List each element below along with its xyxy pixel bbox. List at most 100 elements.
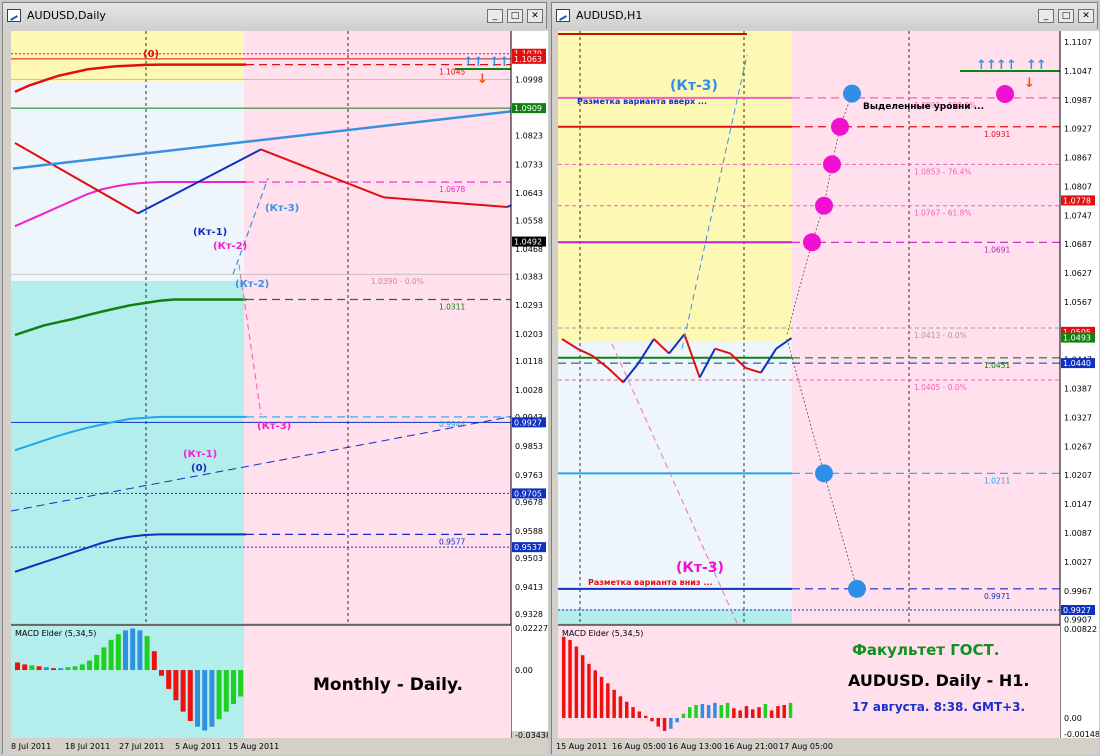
title-bar[interactable]: AUDUSD,H1 _ □ ✕ [552,3,1097,29]
macd-bar [688,707,692,718]
wave-annotation: (Кт-1) [193,227,227,238]
price-segment [653,338,670,355]
y-tick-label: 1.0087 [1064,529,1092,538]
y-tick-label: 1.0028 [515,386,543,395]
trend-line [10,416,512,512]
macd-bar [706,704,711,718]
minimize-button[interactable]: _ [1038,9,1054,23]
down-arrow-icon: ↓ [477,72,488,87]
y-tick-label: 0.9967 [1064,587,1092,596]
close-button[interactable]: ✕ [1078,9,1094,23]
x-tick-label: 8 Jul 2011 [11,742,51,751]
macd-bar [719,704,723,718]
maximize-button[interactable]: □ [507,9,523,23]
macd-bar [173,670,179,701]
macd-bar [675,717,679,723]
macd-bar [231,670,236,705]
macd-bar [587,663,591,718]
y-tick-label: 0.9413 [515,583,543,592]
close-button[interactable]: ✕ [527,9,543,23]
x-tick-label: 18 Jul 2011 [65,742,110,751]
price-tag-label: 0.9537 [514,543,542,552]
y-tick-label: 1.1047 [1064,67,1092,76]
macd-bar [180,670,186,712]
price-tag [512,48,546,59]
wave-annotation: (Кт-3) [257,421,291,432]
level-marker-icon [815,464,833,483]
time-axis-bg [3,738,548,755]
window-title: AUDUSD,Daily [27,9,106,22]
macd-bar [223,670,229,712]
chart-annotation: Разметка варианта вверх ... [577,97,707,106]
x-tick-label: 15 Aug 2011 [556,742,607,751]
price-segment [668,333,686,355]
macd-bar [151,651,157,671]
macd-bar [123,630,128,671]
macd-bar [744,706,749,718]
macd-bar [130,628,136,671]
wave-annotation: (Кт-2) [235,279,269,290]
title-bar[interactable]: AUDUSD,Daily _ □ ✕ [3,3,546,29]
price-tag [1061,358,1095,369]
chart-canvas-daily[interactable]: 1.1045 1.0678 1.0390 - 0.0% 1.0311 0.9944 0.9… [3,3,548,755]
macd-bar [65,667,71,671]
y-tick-label: 1.0823 [515,132,543,141]
y-tick-label: 0.9853 [515,442,543,451]
up-arrow-icon: ↑ [499,55,510,70]
x-tick-label: 16 Aug 05:00 [612,742,666,751]
y-tick-label: 0.9588 [515,527,543,536]
price-tag-label: 0.9705 [514,489,542,498]
minimize-button[interactable]: _ [487,9,503,23]
macd-label: MACD Elder (5,34,5) [15,629,96,638]
level-marker-icon [815,196,833,215]
level-label: 1.0853 - 76.4% [914,167,972,176]
macd-bar [681,713,686,718]
macd-bar [574,646,579,718]
macd-bar [700,703,705,718]
wave-annotation: (Кт-1) [183,449,217,460]
guide-line [12,105,548,170]
x-tick-label: 16 Aug 13:00 [668,742,722,751]
level-label: 1.0678 [439,185,465,194]
macd-bar [94,654,100,671]
y-tick-label: 1.0207 [1064,471,1092,480]
price-tag-label: 1.0778 [1063,196,1091,205]
y-tick-label: 1.0118 [515,357,543,366]
macd-bar [51,668,56,671]
window-title: AUDUSD,H1 [576,9,643,22]
x-tick-label: 5 Aug 2011 [175,742,221,751]
price-segment [760,348,778,374]
macd-bar [58,668,64,671]
chart-window-daily[interactable]: AUDUSD,Daily _ □ ✕ 1.1045 1.0678 1.0390 - … [2,2,548,755]
y-tick-label: 1.0383 [515,272,543,281]
macd-bar [637,711,642,718]
macd-bar [631,707,635,718]
macd-bar [568,640,572,718]
indicator-line-red [14,63,247,93]
level-marker-icon [848,579,866,598]
y-tick-label: 1.0927 [1064,125,1092,134]
chart-canvas-h1[interactable]: 1.0991 - 100.0% 1.0931 1.0853 - 76.4% 1.076… [552,3,1099,755]
y-tick-label: 1.0567 [1064,298,1092,307]
price-tag-label: 0.9927 [514,418,542,427]
y-tick-label: 1.0293 [515,301,543,310]
up-arrow-icon: ↑ [1026,58,1037,73]
price-tag-label: 1.0440 [1063,359,1091,368]
y-tick-label: 1.0558 [515,216,543,225]
macd-bar [166,670,172,689]
price-tag [1061,326,1095,337]
price-segment [607,367,624,384]
y-tick-label: 1.0643 [515,189,543,198]
macd-bar [22,664,28,671]
macd-bar [187,670,193,722]
maximize-button[interactable]: □ [1058,9,1074,23]
price-tag [512,542,546,553]
macd-bar [656,717,660,727]
level-label: 1.0311 [439,302,465,311]
macd-bar [238,670,244,697]
chart-window-h1[interactable]: AUDUSD,H1 _ □ ✕ 1.0991 - 100.0% 1.0931 1.0… [551,2,1099,755]
up-arrow-icon: ↑ [473,55,484,70]
wave-annotation: (Кт-3) [265,203,299,214]
price-tag-label: 1.1063 [514,55,542,64]
macd-bar [662,717,667,731]
